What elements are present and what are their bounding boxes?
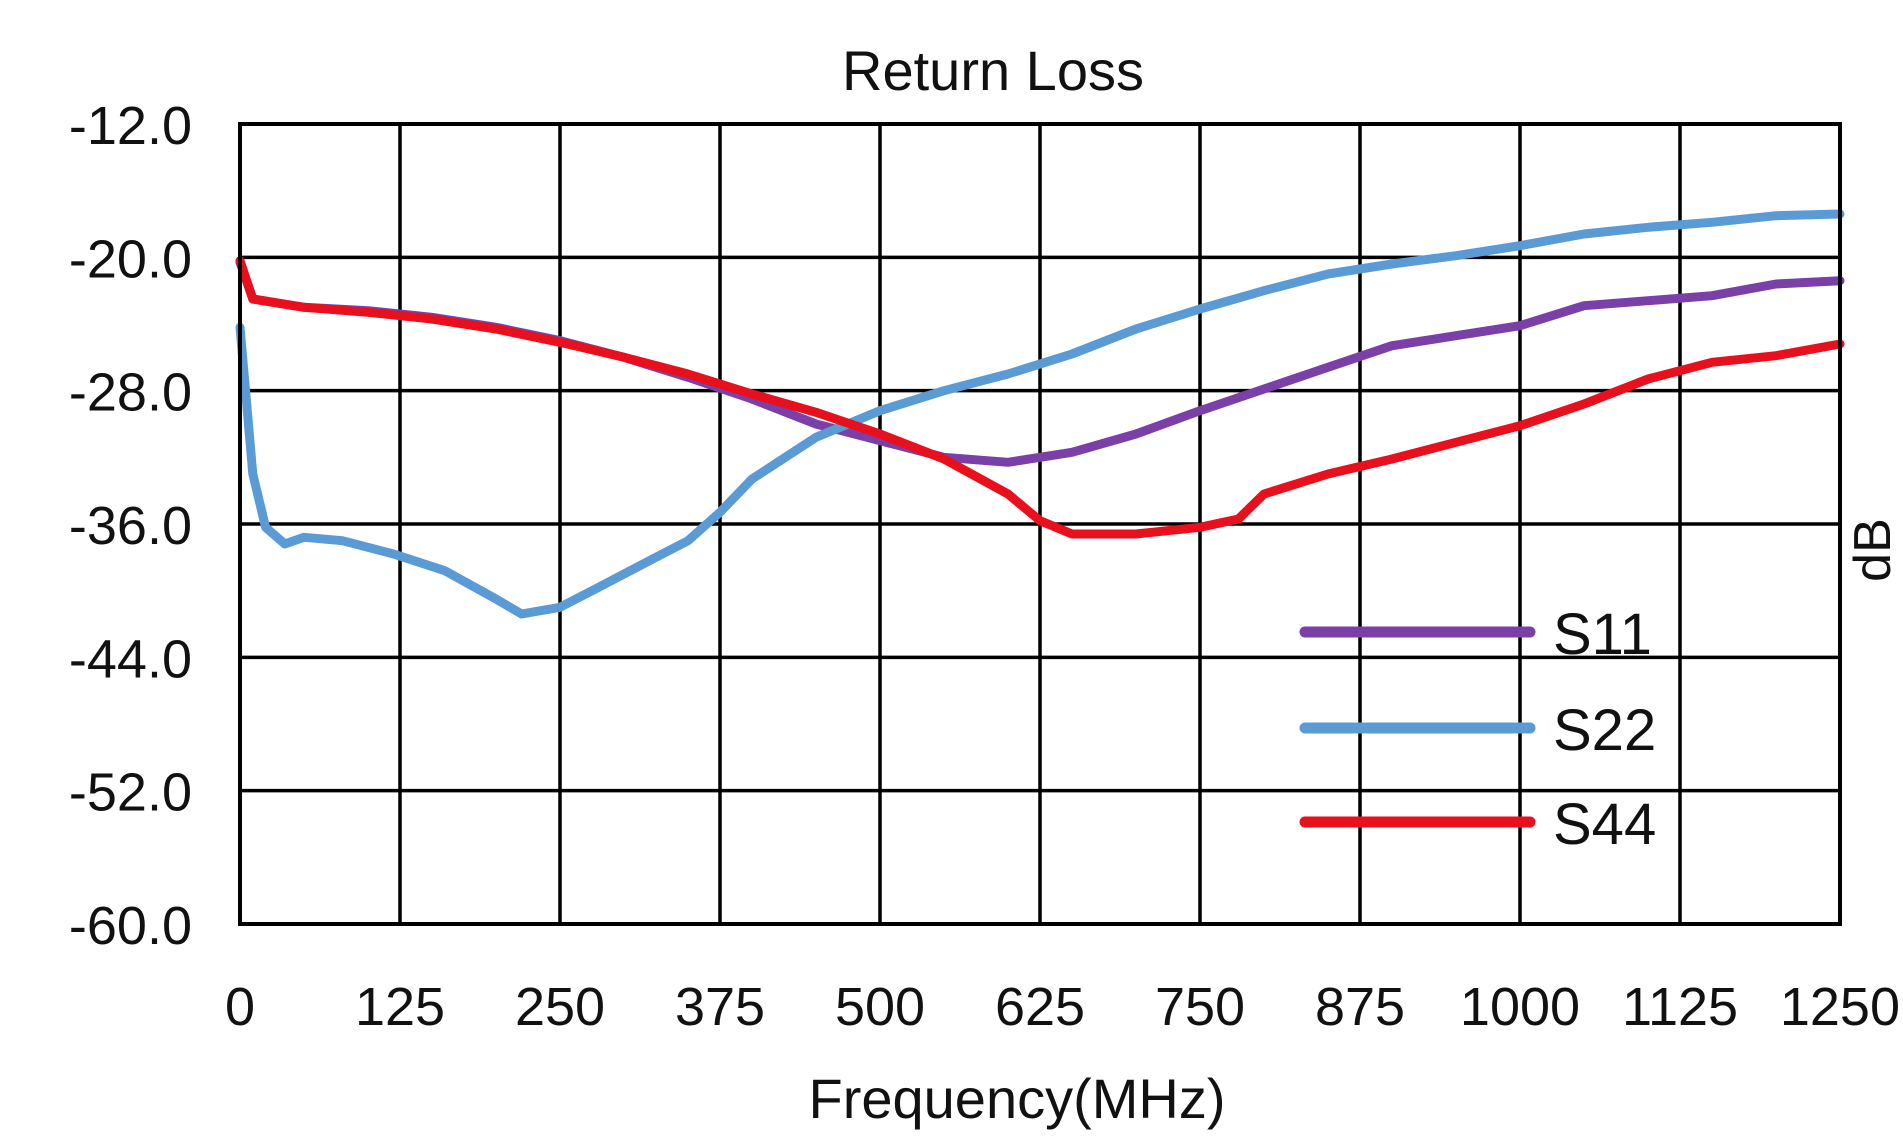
legend-label-s44: S44	[1553, 792, 1656, 857]
x-tick-label: 375	[675, 977, 765, 1037]
x-tick-label: 1000	[1460, 977, 1580, 1037]
y-axis-ticks: -12.0 -20.0 -28.0 -36.0 -44.0 -52.0 -60.0	[69, 96, 192, 956]
legend-label-s22: S22	[1553, 698, 1656, 763]
y-tick-label: -52.0	[69, 763, 192, 823]
series-line-s22	[235, 209, 1845, 619]
legend: S11 S22 S44	[1299, 602, 1656, 857]
x-tick-label: 1250	[1780, 977, 1900, 1037]
series-lines	[235, 209, 1845, 619]
x-tick-label: 750	[1155, 977, 1245, 1037]
x-tick-label: 250	[515, 977, 605, 1037]
x-tick-label: 625	[995, 977, 1085, 1037]
y-tick-label: -12.0	[69, 96, 192, 156]
legend-label-s11: S11	[1553, 602, 1652, 667]
y-tick-label: -20.0	[69, 229, 192, 289]
y-tick-label: -28.0	[69, 363, 192, 423]
y-axis-label: dB	[1844, 518, 1902, 582]
y-tick-label: -44.0	[69, 629, 192, 689]
y-tick-label: -36.0	[69, 496, 192, 556]
plot-frame	[238, 122, 1842, 926]
y-tick-label: -60.0	[69, 896, 192, 956]
x-tick-label: 875	[1315, 977, 1405, 1037]
series-line-s44	[235, 256, 1845, 539]
chart-title: Return Loss	[842, 39, 1144, 102]
x-tick-label: 500	[835, 977, 925, 1037]
x-tick-label: 125	[355, 977, 445, 1037]
x-axis-ticks: 0 125 250 375 500 625 750 875 1000 1125 1250	[225, 977, 1900, 1037]
x-axis-label: Frequency(MHz)	[809, 1067, 1226, 1130]
x-tick-label: 1125	[1622, 977, 1738, 1037]
x-tick-label: 0	[225, 977, 255, 1037]
